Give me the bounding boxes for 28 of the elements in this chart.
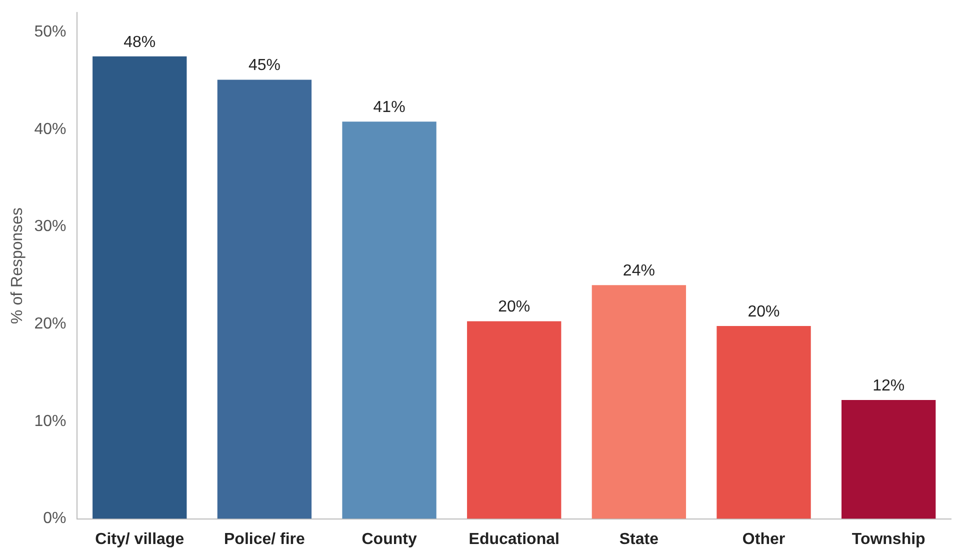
data-label: 20% [748,303,780,320]
x-tick-label: Educational [468,530,560,548]
y-tick-label: 10% [34,412,66,430]
bar [842,400,936,519]
y-tick-label: 40% [34,120,66,138]
y-tick-label: 0% [43,510,66,528]
y-tick-label: 50% [34,23,66,40]
y-axis-title: % of Responses [9,207,26,324]
data-label: 24% [622,262,655,280]
bar [467,321,562,519]
y-tick-label: 30% [34,218,66,236]
bar [217,80,312,519]
bar [92,56,187,519]
data-label: 45% [248,57,280,74]
y-tick-label: 20% [34,316,66,333]
x-tick-label: Other [742,530,786,548]
bar [342,122,436,519]
x-tick-label: State [619,530,659,548]
bar [716,326,811,519]
data-label: 12% [872,377,905,394]
bar [592,285,686,519]
data-label: 20% [498,298,530,316]
x-tick-label: Township [852,530,926,548]
x-tick-label: Police/ fire [224,530,306,548]
data-label: 41% [373,99,406,116]
x-tick-label: City/ village [95,530,184,548]
x-tick-label: County [362,530,417,548]
data-label: 48% [124,34,156,51]
